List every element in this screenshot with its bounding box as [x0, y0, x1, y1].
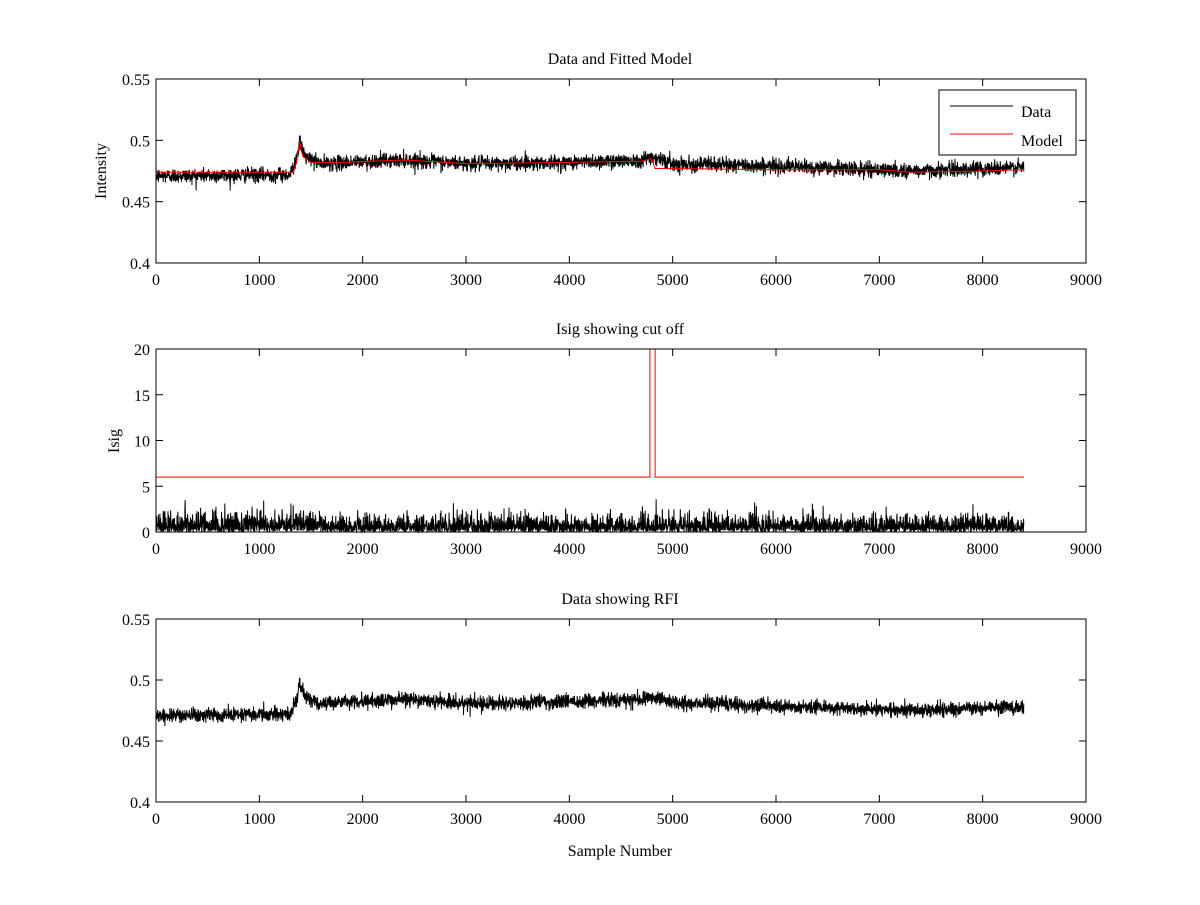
y-tick-label: 0.4: [130, 795, 150, 812]
x-tick-label: 3000: [450, 811, 482, 828]
plot-frame-border: [155, 78, 1087, 264]
x-tick-label: 1000: [243, 541, 275, 558]
x-tick-label: 6000: [760, 541, 792, 558]
series-model-line: [156, 141, 1025, 173]
y-tick-label: 15: [134, 388, 150, 405]
x-tick-label: 8000: [967, 541, 999, 558]
x-axis-label: Sample Number: [568, 843, 673, 860]
ticks-layer: 0 1000 2000 3000 4000 5000 6000 7000 8000 9000 0.4…: [122, 72, 1102, 289]
legend-label-data: Data: [1021, 104, 1051, 121]
x-tick-label: 9000: [1070, 272, 1102, 289]
y-tick-label: 0.5: [130, 133, 150, 150]
x-tick-label: 8000: [967, 811, 999, 828]
x-tick-label: 2000: [347, 541, 379, 558]
x-tick-label: 4000: [553, 272, 585, 289]
x-tick-label: 1000: [243, 811, 275, 828]
x-tick-label: 4000: [553, 541, 585, 558]
x-tick-label: 3000: [450, 272, 482, 289]
y-axis-label: Intensity: [93, 143, 110, 199]
y-tick-label: 0.5: [130, 673, 150, 690]
y-tick-label: 10: [134, 434, 150, 451]
panel-data-and-fitted-model: Data and Fitted Model 0 1000 2000 3000 4000 5…: [93, 51, 1102, 289]
x-tick-label: 2000: [347, 272, 379, 289]
panel-data-showing-rfi: Data showing RFI 0 1000 2000 3000 4000 5000 60…: [122, 591, 1102, 860]
x-tick-label: 7000: [863, 811, 895, 828]
x-tick-label: 8000: [967, 272, 999, 289]
series-layer: [155, 677, 1025, 727]
x-tick-label: 0: [152, 272, 160, 289]
x-tick-label: 9000: [1070, 811, 1102, 828]
x-tick-label: 7000: [863, 541, 895, 558]
y-tick-label: 0.55: [122, 72, 150, 89]
x-tick-label: 6000: [760, 811, 792, 828]
y-tick-label: 0.45: [122, 734, 150, 751]
x-tick-label: 1000: [243, 272, 275, 289]
plot-frame-border: [155, 618, 1087, 803]
y-tick-label: 0.4: [130, 256, 150, 273]
y-tick-label: 0: [142, 525, 150, 542]
legend-label-model: Model: [1021, 133, 1063, 150]
plot-frame-border: [155, 348, 1087, 533]
plot-area: [155, 348, 1087, 533]
x-tick-label: 6000: [760, 272, 792, 289]
x-tick-label: 5000: [657, 541, 689, 558]
series-data-line: [155, 677, 1025, 727]
ticks-layer: 0 1000 2000 3000 4000 5000 6000 7000 8000 9000 0.4…: [122, 612, 1102, 828]
y-axis-label: Isig: [106, 429, 123, 453]
y-tick-label: 20: [134, 342, 150, 359]
series-layer: [155, 135, 1025, 191]
x-tick-label: 0: [152, 811, 160, 828]
x-tick-label: 7000: [863, 272, 895, 289]
panel-isig-cut-off: Isig showing cut off 0 1000 2000 3000 4000 50…: [106, 321, 1102, 558]
legend-box: [938, 89, 1077, 156]
panel-title: Isig showing cut off: [556, 321, 685, 338]
x-tick-label: 9000: [1070, 541, 1102, 558]
ticks-layer: 0 1000 2000 3000 4000 5000 6000 7000 8000 9000 0 5 1…: [134, 342, 1102, 558]
x-tick-label: 4000: [553, 811, 585, 828]
y-tick-label: 0.55: [122, 612, 150, 629]
x-tick-label: 5000: [657, 272, 689, 289]
panel-title: Data and Fitted Model: [548, 51, 693, 68]
x-tick-label: 0: [152, 541, 160, 558]
x-tick-label: 5000: [657, 811, 689, 828]
x-tick-label: 2000: [347, 811, 379, 828]
panel-title: Data showing RFI: [561, 591, 678, 608]
legend: Data Model: [938, 89, 1077, 156]
y-tick-label: 0.45: [122, 195, 150, 212]
x-tick-label: 3000: [450, 541, 482, 558]
y-tick-label: 5: [142, 479, 150, 496]
